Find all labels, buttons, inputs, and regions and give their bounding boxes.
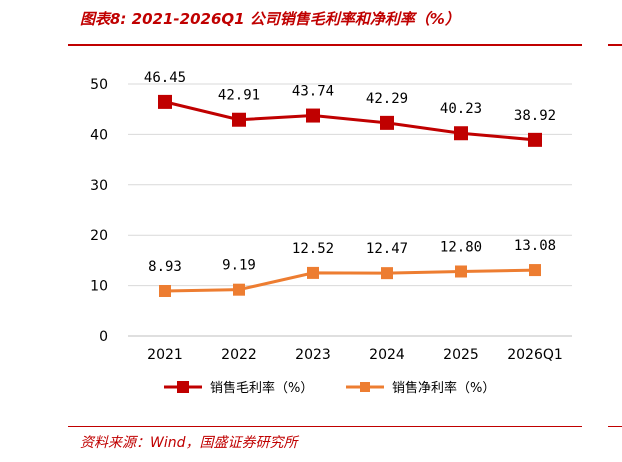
data-point-marker	[233, 283, 245, 296]
data-label: 42.91	[218, 88, 260, 104]
legend-marker	[177, 381, 189, 393]
x-tick-label: 2023	[295, 347, 331, 363]
data-point-marker	[455, 265, 467, 278]
data-label: 12.80	[440, 239, 482, 255]
data-point-marker	[381, 267, 393, 280]
data-label: 12.52	[292, 241, 334, 257]
x-tick-label: 2026Q1	[507, 347, 563, 363]
data-point-marker	[529, 264, 541, 277]
y-tick-label: 50	[90, 77, 108, 93]
data-label: 8.93	[148, 259, 182, 275]
x-tick-label: 2022	[221, 347, 257, 363]
data-point-marker	[158, 94, 172, 109]
footer-divider	[68, 426, 582, 427]
data-label: 43.74	[292, 84, 334, 100]
data-label: 42.29	[366, 91, 408, 107]
series-line-1	[164, 100, 536, 142]
data-point-marker	[232, 112, 246, 127]
data-labels: 46.45 42.91 43.74 42.29 40.23 38.92 8.93 9.19 12…	[144, 70, 556, 275]
data-point-marker	[307, 266, 319, 279]
title-divider	[68, 44, 582, 46]
y-tick-label: 10	[90, 279, 108, 295]
y-tick-label: 20	[90, 228, 108, 244]
data-label: 9.19	[222, 258, 256, 274]
x-tick-label: 2025	[443, 347, 479, 363]
series	[158, 94, 542, 297]
source-note: 资料来源：Wind，国盛证券研究所	[80, 435, 298, 451]
series-line-2	[164, 268, 536, 293]
axes: 0 10 20 30 40 50 2021 2022 2023 2024 2025 2026Q1	[90, 77, 572, 363]
data-point-marker	[528, 132, 542, 147]
x-tick-label: 2024	[369, 347, 405, 363]
data-label: 40.23	[440, 101, 482, 117]
chart-title: 图表8: 2021-2026Q1 公司销售毛利率和净利率（%）	[80, 10, 460, 28]
x-tick-label: 2021	[147, 347, 183, 363]
title-divider-right	[608, 44, 622, 46]
data-point-marker	[454, 126, 468, 141]
data-point-marker	[306, 108, 320, 123]
legend-marker	[360, 382, 370, 392]
data-point-marker	[380, 115, 394, 130]
data-label: 12.47	[366, 241, 408, 257]
legend-label: 销售毛利率（%）	[210, 380, 313, 396]
data-label: 46.45	[144, 70, 186, 86]
legend-label: 销售净利率（%）	[392, 380, 495, 396]
data-point-marker	[159, 284, 171, 297]
data-label: 13.08	[514, 238, 556, 254]
y-tick-label: 0	[99, 329, 108, 345]
y-tick-label: 40	[90, 127, 108, 143]
data-label: 38.92	[514, 108, 556, 124]
footer-divider-right	[608, 426, 622, 427]
legend: 销售毛利率（%） 销售净利率（%）	[164, 380, 495, 396]
y-tick-label: 30	[90, 178, 108, 194]
gridlines	[128, 83, 572, 287]
